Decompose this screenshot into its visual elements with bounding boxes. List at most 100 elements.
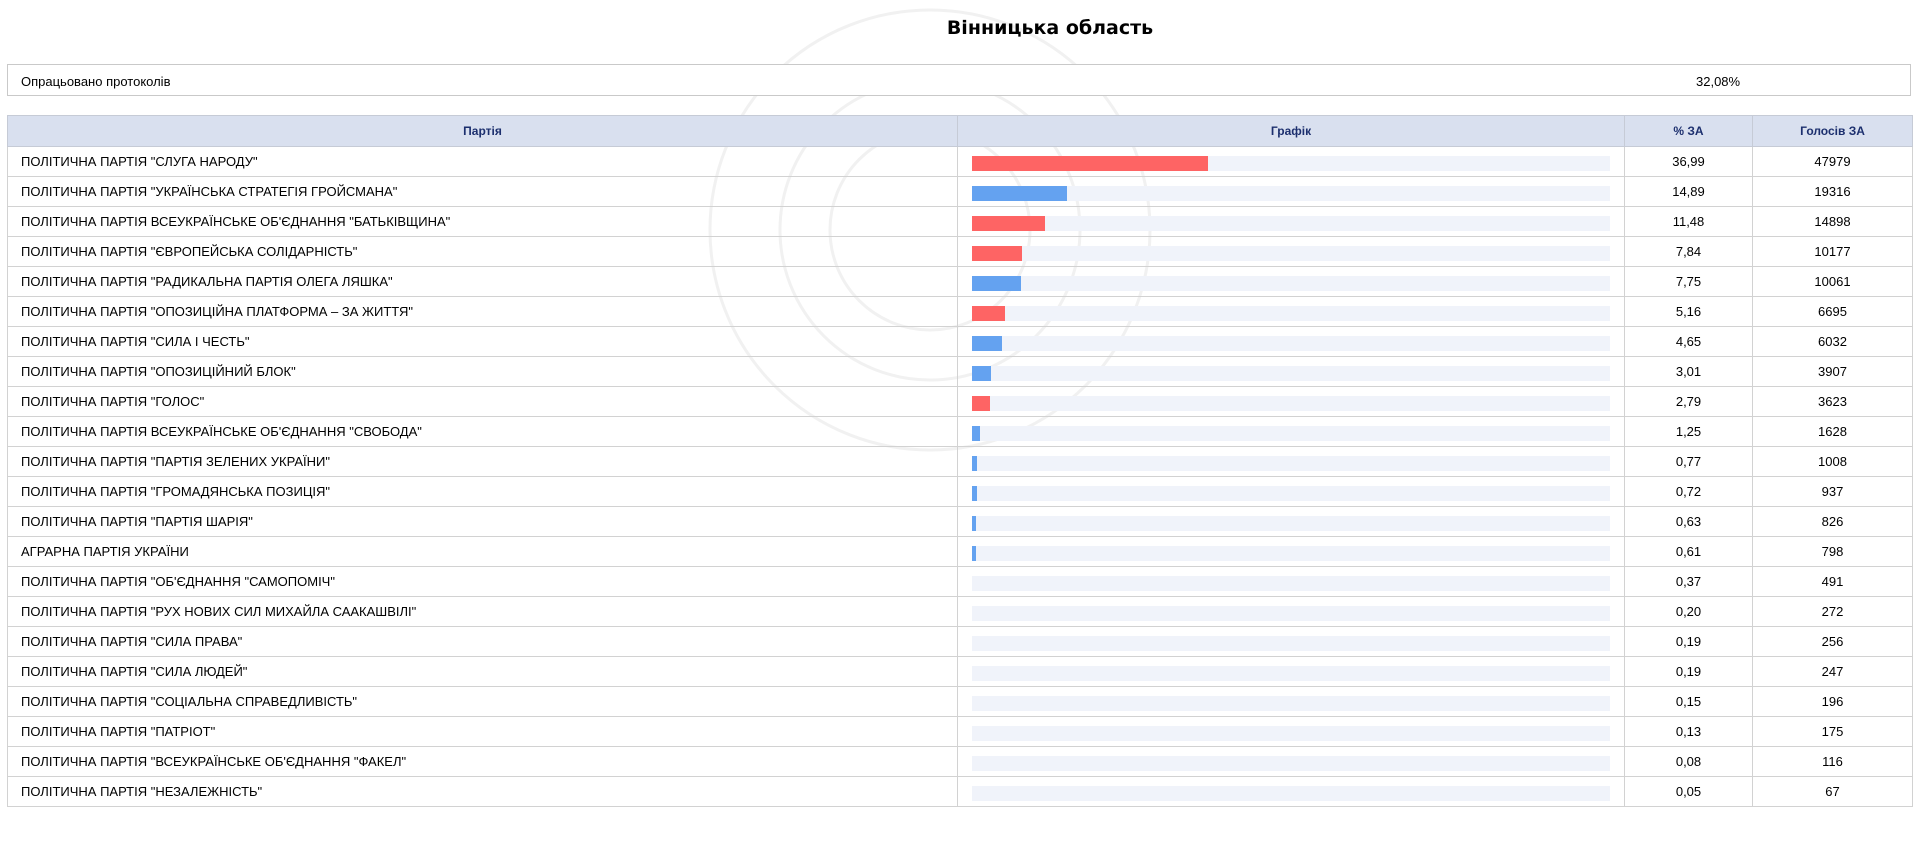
party-name: ПОЛІТИЧНА ПАРТІЯ "СИЛА ПРАВА" (7, 626, 958, 657)
percent-value: 14,89 (1624, 176, 1753, 207)
vote-bar (972, 156, 1208, 171)
vote-bar (972, 516, 976, 531)
table-header-row: Партія Графік % ЗА Голосів ЗА (7, 115, 1913, 147)
chart-cell (957, 266, 1625, 297)
votes-value: 826 (1752, 506, 1913, 537)
party-name: ПОЛІТИЧНА ПАРТІЯ "ПАРТІЯ ШАРІЯ" (7, 506, 958, 537)
chart-cell (957, 626, 1625, 657)
chart-cell (957, 416, 1625, 447)
vote-bar (972, 456, 977, 471)
party-name: ПОЛІТИЧНА ПАРТІЯ "РУХ НОВИХ СИЛ МИХАЙЛА … (7, 596, 958, 627)
votes-value: 6695 (1752, 296, 1913, 327)
chart-cell (957, 686, 1625, 717)
page-title: Вінницька область (946, 17, 1154, 39)
bar-track (972, 636, 1610, 651)
chart-cell (957, 746, 1625, 777)
vote-bar (972, 486, 977, 501)
table-row: ПОЛІТИЧНА ПАРТІЯ "ГОЛОС" 2,79 3623 (7, 386, 1913, 417)
votes-value: 491 (1752, 566, 1913, 597)
party-name: ПОЛІТИЧНА ПАРТІЯ "ЄВРОПЕЙСЬКА СОЛІДАРНІС… (7, 236, 958, 267)
percent-value: 7,75 (1624, 266, 1753, 297)
votes-value: 798 (1752, 536, 1913, 567)
chart-cell (957, 446, 1625, 477)
table-row: ПОЛІТИЧНА ПАРТІЯ "ОБ'ЄДНАННЯ "САМОПОМІЧ"… (7, 566, 1913, 597)
table-row: ПОЛІТИЧНА ПАРТІЯ ВСЕУКРАЇНСЬКЕ ОБ'ЄДНАНН… (7, 206, 1913, 237)
percent-value: 0,37 (1624, 566, 1753, 597)
chart-cell (957, 146, 1625, 177)
party-name: ПОЛІТИЧНА ПАРТІЯ "СЛУГА НАРОДУ" (7, 146, 958, 177)
percent-value: 11,48 (1624, 206, 1753, 237)
percent-value: 2,79 (1624, 386, 1753, 417)
header-party[interactable]: Партія (7, 115, 958, 147)
percent-value: 0,20 (1624, 596, 1753, 627)
bar-track (972, 156, 1610, 171)
party-name: ПОЛІТИЧНА ПАРТІЯ ВСЕУКРАЇНСЬКЕ ОБ'ЄДНАНН… (7, 416, 958, 447)
votes-value: 247 (1752, 656, 1913, 687)
votes-value: 116 (1752, 746, 1913, 777)
party-name: ПОЛІТИЧНА ПАРТІЯ "СИЛА ЛЮДЕЙ" (7, 656, 958, 687)
party-name: ПОЛІТИЧНА ПАРТІЯ "ГРОМАДЯНСЬКА ПОЗИЦІЯ" (7, 476, 958, 507)
table-row: АГРАРНА ПАРТІЯ УКРАЇНИ 0,61 798 (7, 536, 1913, 567)
party-name: ПОЛІТИЧНА ПАРТІЯ "ПАТРІОТ" (7, 716, 958, 747)
party-name: ПОЛІТИЧНА ПАРТІЯ "ГОЛОС" (7, 386, 958, 417)
table-row: ПОЛІТИЧНА ПАРТІЯ "УКРАЇНСЬКА СТРАТЕГІЯ Г… (7, 176, 1913, 207)
bar-track (972, 486, 1610, 501)
protocols-value: 32,08% (1696, 74, 1741, 89)
votes-value: 3907 (1752, 356, 1913, 387)
party-name: ПОЛІТИЧНА ПАРТІЯ "УКРАЇНСЬКА СТРАТЕГІЯ Г… (7, 176, 958, 207)
bar-track (972, 606, 1610, 621)
party-name: ПОЛІТИЧНА ПАРТІЯ "ПАРТІЯ ЗЕЛЕНИХ УКРАЇНИ… (7, 446, 958, 477)
bar-track (972, 216, 1610, 231)
percent-value: 36,99 (1624, 146, 1753, 177)
chart-cell (957, 356, 1625, 387)
party-name: ПОЛІТИЧНА ПАРТІЯ "СИЛА І ЧЕСТЬ" (7, 326, 958, 357)
vote-bar (972, 336, 1002, 351)
table-row: ПОЛІТИЧНА ПАРТІЯ "СЛУГА НАРОДУ" 36,99 4797… (7, 146, 1913, 177)
table-row: ПОЛІТИЧНА ПАРТІЯ "ОПОЗИЦІЙНА ПЛАТФОРМА –… (7, 296, 1913, 327)
vote-bar (972, 186, 1067, 201)
header-votes[interactable]: Голосів ЗА (1752, 115, 1913, 147)
votes-value: 175 (1752, 716, 1913, 747)
bar-track (972, 576, 1610, 591)
bar-track (972, 786, 1610, 801)
party-name: ПОЛІТИЧНА ПАРТІЯ "РАДИКАЛЬНА ПАРТІЯ ОЛЕГ… (7, 266, 958, 297)
votes-value: 67 (1752, 776, 1913, 807)
protocols-label: Опрацьовано протоколів (21, 74, 171, 89)
percent-value: 0,61 (1624, 536, 1753, 567)
vote-bar (972, 426, 980, 441)
chart-cell (957, 176, 1625, 207)
header-percent[interactable]: % ЗА (1624, 115, 1753, 147)
chart-cell (957, 596, 1625, 627)
header-chart[interactable]: Графік (957, 115, 1625, 147)
percent-value: 7,84 (1624, 236, 1753, 267)
percent-value: 0,72 (1624, 476, 1753, 507)
bar-track (972, 366, 1610, 381)
protocols-bar: Опрацьовано протоколів 32,08% (7, 64, 1911, 96)
percent-value: 4,65 (1624, 326, 1753, 357)
table-row: ПОЛІТИЧНА ПАРТІЯ "ПАТРІОТ" 0,13 175 (7, 716, 1913, 747)
bar-track (972, 246, 1610, 261)
chart-cell (957, 386, 1625, 417)
bar-track (972, 396, 1610, 411)
party-name: ПОЛІТИЧНА ПАРТІЯ "ОБ'ЄДНАННЯ "САМОПОМІЧ" (7, 566, 958, 597)
table-row: ПОЛІТИЧНА ПАРТІЯ "ЄВРОПЕЙСЬКА СОЛІДАРНІС… (7, 236, 1913, 267)
table-row: ПОЛІТИЧНА ПАРТІЯ "РАДИКАЛЬНА ПАРТІЯ ОЛЕГ… (7, 266, 1913, 297)
percent-value: 5,16 (1624, 296, 1753, 327)
bar-track (972, 456, 1610, 471)
party-name: ПОЛІТИЧНА ПАРТІЯ ВСЕУКРАЇНСЬКЕ ОБ'ЄДНАНН… (7, 206, 958, 237)
chart-cell (957, 206, 1625, 237)
table-row: ПОЛІТИЧНА ПАРТІЯ "СИЛА І ЧЕСТЬ" 4,65 6032 (7, 326, 1913, 357)
bar-track (972, 696, 1610, 711)
votes-value: 19316 (1752, 176, 1913, 207)
percent-value: 0,08 (1624, 746, 1753, 777)
chart-cell (957, 566, 1625, 597)
table-row: ПОЛІТИЧНА ПАРТІЯ "ПАРТІЯ ЗЕЛЕНИХ УКРАЇНИ… (7, 446, 1913, 477)
bar-track (972, 756, 1610, 771)
vote-bar (972, 366, 991, 381)
bar-track (972, 546, 1610, 561)
chart-cell (957, 716, 1625, 747)
table-row: ПОЛІТИЧНА ПАРТІЯ "ВСЕУКРАЇНСЬКЕ ОБ'ЄДНАН… (7, 746, 1913, 777)
chart-cell (957, 476, 1625, 507)
votes-value: 1008 (1752, 446, 1913, 477)
table-row: ПОЛІТИЧНА ПАРТІЯ "СИЛА ПРАВА" 0,19 256 (7, 626, 1913, 657)
